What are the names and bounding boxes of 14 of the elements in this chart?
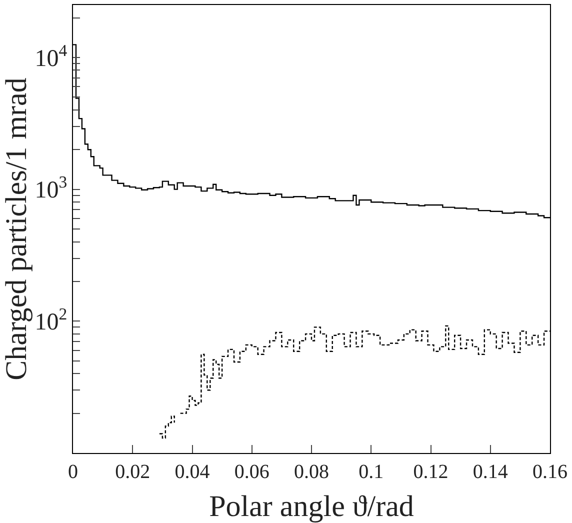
y-axis-title: Charged particles/1 mrad bbox=[0, 78, 33, 380]
x-tick-label: 0.14 bbox=[472, 461, 508, 483]
x-tick-label: 0 bbox=[68, 461, 78, 483]
y-tick-label: 10$^{2}$ bbox=[34, 304, 68, 336]
x-tick-label: 0.02 bbox=[115, 461, 150, 483]
x-tick-label: 0.04 bbox=[174, 461, 210, 483]
x-axis-title: Polar angle ϑ/rad bbox=[209, 490, 414, 523]
x-tick-label: 0.1 bbox=[358, 461, 384, 483]
y-tick-label: 10$^{4}$ bbox=[34, 40, 68, 72]
x-tick-label: 0.16 bbox=[532, 461, 568, 483]
y-tick-label: 10$^{3}$ bbox=[34, 172, 68, 204]
x-tick-label: 0.06 bbox=[234, 461, 270, 483]
x-tick-label: 0.08 bbox=[294, 461, 329, 483]
x-tick-label: 0.12 bbox=[413, 461, 448, 483]
